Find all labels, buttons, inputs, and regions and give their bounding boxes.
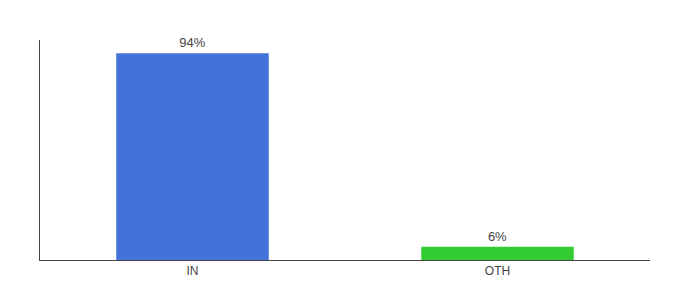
svg-text:IN: IN bbox=[187, 264, 199, 278]
svg-text:OTH: OTH bbox=[485, 264, 510, 278]
svg-text:6%: 6% bbox=[488, 229, 507, 244]
svg-text:94%: 94% bbox=[179, 35, 205, 50]
